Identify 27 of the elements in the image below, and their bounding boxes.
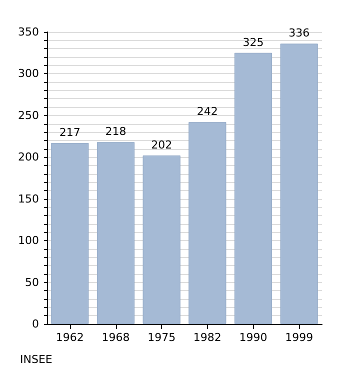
bar	[234, 52, 272, 324]
x-tick-label: 1962	[56, 331, 84, 344]
bar	[96, 142, 135, 324]
bar	[51, 142, 89, 324]
x-tick-label: 1968	[102, 331, 130, 344]
y-tick-label: 50	[25, 276, 39, 289]
data-label: 217	[59, 126, 80, 139]
y-tick-label: 100	[18, 234, 39, 248]
y-tick-label: 250	[18, 108, 39, 122]
data-label: 336	[288, 26, 310, 40]
text: INSEE	[20, 353, 52, 366]
bar	[280, 44, 318, 324]
data-label: 325	[242, 36, 264, 49]
x-tick-label: 1982	[193, 331, 222, 344]
x-tick-label: 1975	[148, 331, 176, 344]
x-tick-label: 1990	[239, 331, 268, 344]
data-label: 202	[151, 138, 172, 152]
bar	[188, 122, 226, 324]
data-label: 218	[105, 125, 126, 138]
y-tick-label: 200	[18, 150, 39, 164]
y-tick-label: 0	[32, 318, 39, 330]
y-tick-label: 300	[18, 67, 39, 80]
x-tick-label: 1999	[285, 331, 314, 344]
data-label: 242	[196, 105, 218, 118]
y-tick-label: 350	[18, 26, 39, 38]
bar	[142, 155, 180, 324]
y-tick-label: 150	[18, 192, 39, 206]
